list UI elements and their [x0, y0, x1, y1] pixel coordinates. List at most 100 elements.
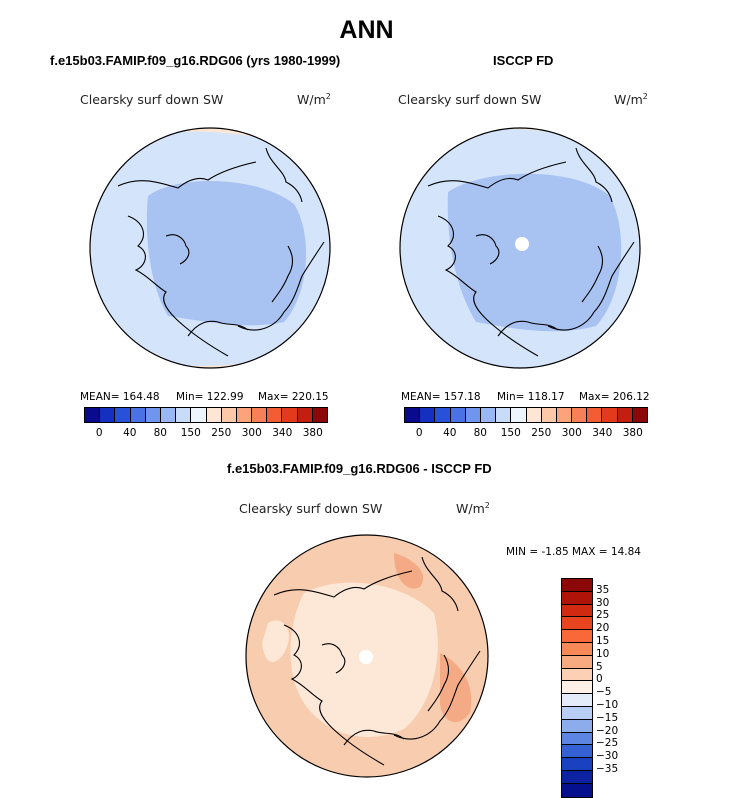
colorbar-tick-label: 150 [180, 427, 201, 439]
panel-1-title: f.e15b03.FAMIP.f09_g16.RDG06 (yrs 1980-1… [50, 53, 341, 68]
colorbar-tick-label: 0 [95, 427, 103, 439]
colorbar-box [562, 694, 592, 707]
colorbar-box [562, 732, 592, 746]
colorbar-tick-label: 15 [596, 635, 610, 647]
colorbar-box [480, 408, 497, 422]
colorbar-box [176, 408, 192, 422]
colorbar-box [160, 408, 177, 422]
colorbar-tick-label: 340 [592, 427, 613, 439]
colorbar-box [562, 706, 592, 720]
colorbar-box [252, 408, 268, 422]
colorbar-1 [84, 407, 328, 423]
panel-2-map [399, 127, 641, 369]
colorbar-box [511, 408, 527, 422]
colorbar-tick-label: 20 [596, 622, 610, 635]
colorbar-box [312, 408, 327, 422]
panel-1-variable-label: Clearsky surf down SW [80, 92, 224, 107]
colorbar-box [282, 408, 298, 422]
colorbar-tick-label: −30 [596, 750, 619, 763]
colorbar-tick-label: 250 [531, 427, 552, 439]
panel-2-mean: MEAN= 157.18 [401, 391, 481, 403]
panel-3-min-max: MIN = -1.85 MAX = 14.84 [506, 546, 641, 558]
colorbar-box [572, 408, 588, 422]
panel-1-max: Max= 220.15 [258, 391, 329, 403]
colorbar-tick-label: 340 [272, 427, 293, 439]
colorbar-box [617, 408, 633, 422]
panel-3-map [245, 534, 489, 778]
colorbar-box [562, 668, 592, 682]
panel-3-title: f.e15b03.FAMIP.f09_g16.RDG06 - ISCCP FD [227, 461, 492, 476]
colorbar-tick-label: 40 [443, 427, 457, 439]
panel-2-min: Min= 118.17 [497, 391, 565, 403]
colorbar-box [556, 408, 573, 422]
colorbar-box [562, 617, 592, 631]
colorbar-tick-label: −35 [596, 763, 619, 775]
colorbar-box [267, 408, 283, 422]
colorbar-box [587, 408, 603, 422]
colorbar-box [496, 408, 512, 422]
map-1-inner-fill [146, 181, 307, 326]
colorbar-box [562, 719, 592, 733]
colorbar-box [602, 408, 618, 422]
colorbar-box [100, 408, 116, 422]
colorbar-box [562, 758, 592, 771]
panel-2-units: W/m2 [614, 92, 648, 108]
colorbar-tick-label: 300 [561, 427, 582, 439]
colorbar-box [206, 408, 222, 422]
colorbar-box [562, 591, 592, 605]
colorbar-box [562, 745, 592, 759]
page-title: ANN [339, 16, 394, 44]
colorbar-tick-label: 380 [622, 427, 643, 439]
colorbar-box [562, 681, 592, 695]
colorbar-2 [404, 407, 648, 423]
colorbar-box [562, 783, 592, 797]
colorbar-tick-label: 380 [302, 427, 323, 439]
colorbar-box [450, 408, 466, 422]
colorbar-1-ticks: 0 40 80 150 250 300 340 380 [84, 427, 328, 441]
colorbar-box [297, 408, 313, 422]
panel-3-variable-label: Clearsky surf down SW [239, 501, 383, 516]
colorbar-tick-label: 40 [123, 427, 137, 439]
colorbar-box [465, 408, 481, 422]
colorbar-tick-label: 300 [241, 427, 262, 439]
colorbar-tick-label: 0 [596, 673, 603, 686]
colorbar-box [526, 408, 542, 422]
colorbar-tick-label: 150 [500, 427, 521, 439]
colorbar-tick-label: 5 [596, 660, 603, 673]
colorbar-tick-label: −10 [596, 699, 619, 711]
panel-1-min: Min= 122.99 [176, 391, 244, 403]
colorbar-tick-label: 0 [415, 427, 423, 439]
colorbar-box [145, 408, 161, 422]
colorbar-3 [561, 578, 593, 798]
colorbar-tick-label: 25 [596, 609, 610, 622]
colorbar-tick-label: −5 [596, 686, 612, 699]
map-3-pole-hole [359, 650, 373, 664]
colorbar-box [435, 408, 451, 422]
colorbar-box [130, 408, 146, 422]
colorbar-tick-label: 10 [596, 647, 610, 660]
colorbar-tick-label: −15 [596, 711, 619, 724]
colorbar-box [191, 408, 207, 422]
colorbar-box [236, 408, 253, 422]
colorbar-box [562, 770, 592, 784]
colorbar-tick-label: 30 [596, 596, 610, 609]
colorbar-box [562, 642, 592, 656]
panel-2-variable-label: Clearsky surf down SW [398, 92, 542, 107]
colorbar-box [85, 408, 101, 422]
map-2-pole-hole [515, 237, 529, 251]
colorbar-2-ticks: 0 40 80 150 250 300 340 380 [404, 427, 648, 441]
colorbar-box [221, 408, 237, 422]
panel-2-title: ISCCP FD [493, 53, 554, 68]
colorbar-box [562, 579, 592, 592]
panel-1-map [89, 127, 331, 369]
panel-2-max: Max= 206.12 [579, 391, 650, 403]
panel-3-units: W/m2 [456, 501, 490, 517]
colorbar-box [562, 630, 592, 643]
panel-1-units: W/m2 [297, 92, 331, 108]
colorbar-box [405, 408, 421, 422]
colorbar-tick-label: 35 [596, 583, 610, 596]
panel-1-mean: MEAN= 164.48 [80, 391, 160, 403]
colorbar-box [562, 604, 592, 618]
colorbar-box [562, 655, 592, 669]
colorbar-tick-label: −20 [596, 724, 619, 737]
